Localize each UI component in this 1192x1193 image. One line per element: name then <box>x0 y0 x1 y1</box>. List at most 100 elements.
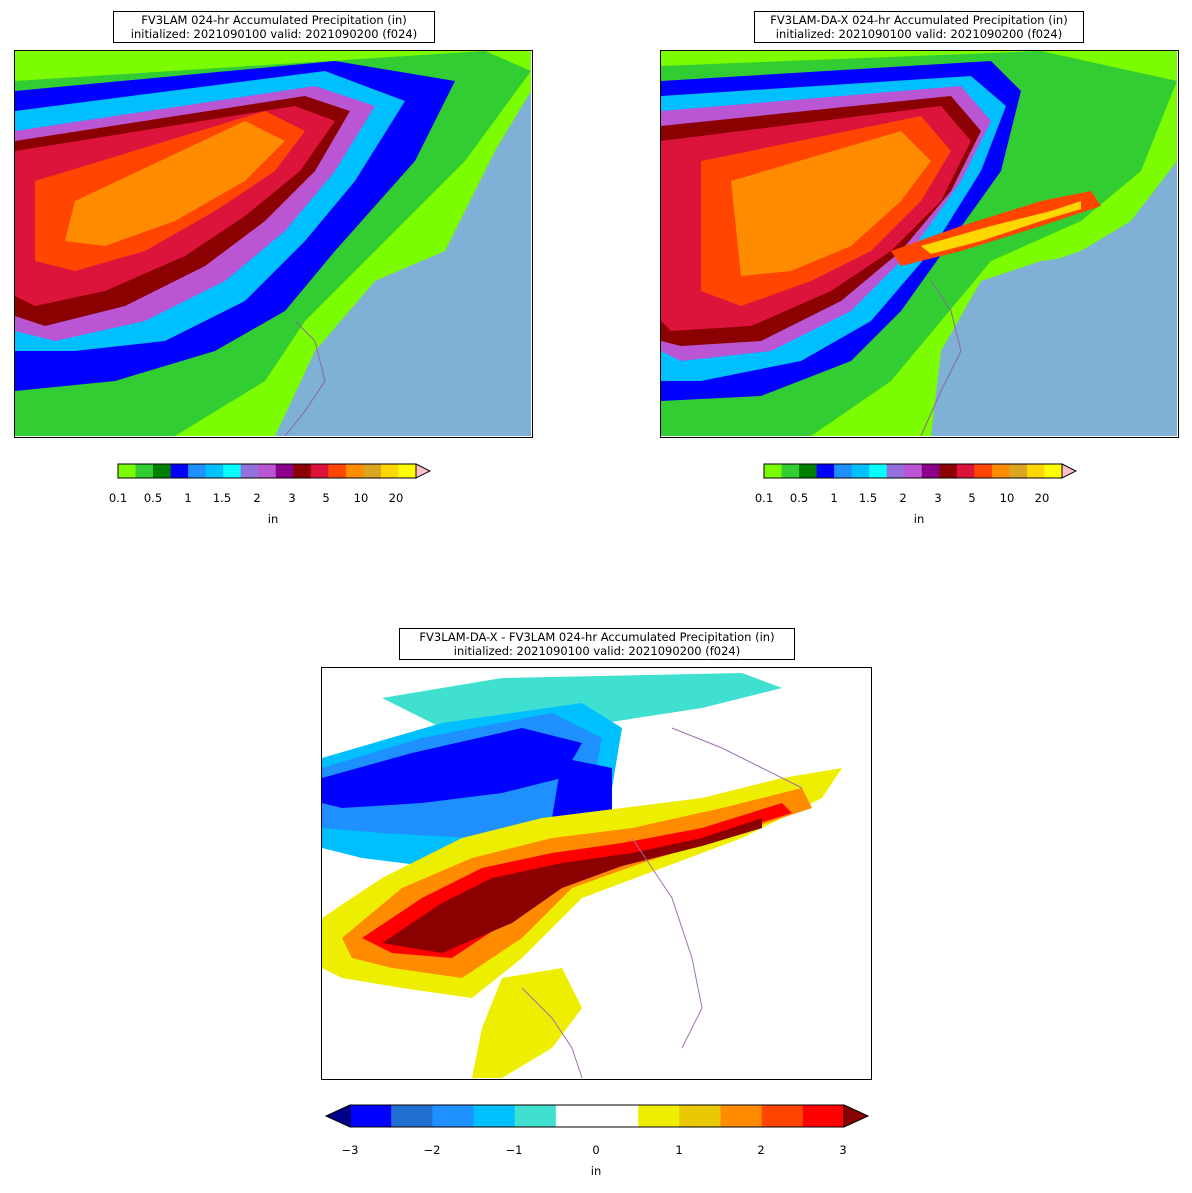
colorbar-segment <box>205 464 224 478</box>
panel1-unit-label: in <box>267 512 279 526</box>
colorbar-segment <box>391 1105 433 1127</box>
colorbar-segment <box>869 464 888 478</box>
diff-region-plus1-south <box>472 968 582 1078</box>
panel3-map <box>321 667 872 1080</box>
colorbar-segment <box>398 464 417 478</box>
tick-label: 10 <box>353 491 369 505</box>
colorbar-segment <box>781 464 800 478</box>
panel1-title-line2: initialized: 2021090100 valid: 202109020… <box>130 27 418 41</box>
colorbar-segment <box>170 464 189 478</box>
panel1-title-line1: FV3LAM 024-hr Accumulated Precipitation … <box>141 13 407 27</box>
ocean-inlet <box>295 251 485 436</box>
colorbar-segment <box>816 464 835 478</box>
tick-label: 2 <box>757 1143 765 1157</box>
panel1-map <box>14 50 533 438</box>
colorbar-segment <box>473 1105 516 1127</box>
colorbar-segment <box>679 1105 721 1127</box>
tick-label: 3 <box>288 491 296 505</box>
panel2-title-line2: initialized: 2021090100 valid: 202109020… <box>775 27 1063 41</box>
colorbar-segment <box>363 464 382 478</box>
tick-label: 1 <box>184 491 192 505</box>
tick-label: 3 <box>839 1143 847 1157</box>
tick-label: 5 <box>322 491 330 505</box>
colorbar-segment <box>638 1105 680 1127</box>
colorbar-segment <box>350 1105 392 1127</box>
colorbar-extend-max <box>843 1104 870 1128</box>
tick-label: 5 <box>968 491 976 505</box>
colorbar-segment <box>328 464 347 478</box>
coastline-south <box>521 987 583 1078</box>
colorbar-segment <box>851 464 870 478</box>
colorbar-segment <box>1026 464 1045 478</box>
diff-region-minus2-5 <box>322 728 582 808</box>
tick-label: 1.5 <box>858 491 878 505</box>
panel2-map-svg <box>661 51 1177 436</box>
colorbar-segment <box>118 464 137 478</box>
colorbar-outline <box>763 463 1063 479</box>
panel1-map-svg <box>15 51 531 436</box>
tick-label: 0.5 <box>789 491 809 505</box>
tick-label: −3 <box>341 1143 359 1157</box>
coastline <box>631 727 803 1049</box>
colorbar-segment <box>991 464 1010 478</box>
colorbar-segment <box>293 464 312 478</box>
colorbar-segment <box>135 464 154 478</box>
colorbar-segment <box>1009 464 1028 478</box>
panel2-map <box>660 50 1179 438</box>
colorbar-segment <box>939 464 958 478</box>
tick-label: 2 <box>253 491 261 505</box>
panel1-colorbar-svg <box>117 463 432 479</box>
panel2-unit-label: in <box>913 512 925 526</box>
panel3-title: FV3LAM-DA-X - FV3LAM 024-hr Accumulated … <box>399 628 795 660</box>
tick-label: 0.1 <box>754 491 774 505</box>
colorbar-outline <box>349 1104 845 1128</box>
colorbar-segment <box>240 464 259 478</box>
colorbar-segment <box>223 464 242 478</box>
panel2-colorbar <box>763 462 1078 480</box>
colorbar-segment <box>761 1105 804 1127</box>
panel1-colorbar <box>117 462 432 480</box>
colorbar-extend-min <box>324 1104 351 1128</box>
colorbar-segment <box>799 464 818 478</box>
rain-region-9 <box>731 131 931 276</box>
colorbar-segment <box>258 464 277 478</box>
colorbar-segment <box>275 464 294 478</box>
colorbar-segment <box>921 464 940 478</box>
colorbar-segment <box>310 464 329 478</box>
panel2-colorbar-svg <box>763 463 1078 479</box>
panel3-title-line2: initialized: 2021090100 valid: 202109020… <box>453 644 741 658</box>
coastline <box>284 320 326 436</box>
tick-label: 2 <box>899 491 907 505</box>
tick-label: 20 <box>1034 491 1050 505</box>
tick-label: 20 <box>388 491 404 505</box>
colorbar-segment <box>956 464 975 478</box>
panel3-colorbar-svg <box>324 1104 870 1128</box>
ocean-inlet <box>931 251 1151 436</box>
colorbar-segment <box>720 1105 763 1127</box>
panel2-title: FV3LAM-DA-X 024-hr Accumulated Precipita… <box>754 11 1084 43</box>
colorbar-segment <box>380 464 399 478</box>
tick-label: 0.5 <box>143 491 163 505</box>
colorbar-segment <box>1044 464 1063 478</box>
colorbar-segment <box>555 1105 598 1127</box>
tick-label: 0.1 <box>108 491 128 505</box>
colorbar-segment <box>802 1105 845 1127</box>
diff-region-minus1 <box>382 673 782 728</box>
colorbar-outline <box>117 463 417 479</box>
panel2-title-line1: FV3LAM-DA-X 024-hr Accumulated Precipita… <box>770 13 1068 27</box>
panel3-colorbar <box>324 1104 870 1128</box>
tick-label: 1 <box>830 491 838 505</box>
tick-label: 1.5 <box>212 491 232 505</box>
colorbar-extend-max <box>415 463 432 479</box>
panel3-title-line1: FV3LAM-DA-X - FV3LAM 024-hr Accumulated … <box>419 630 775 644</box>
diff-region-plus3 <box>382 818 762 953</box>
colorbar-segment <box>904 464 923 478</box>
rain-region-9 <box>65 121 285 246</box>
colorbar-extend-max <box>1061 463 1078 479</box>
panel1-title: FV3LAM 024-hr Accumulated Precipitation … <box>113 11 435 43</box>
tick-label: −1 <box>505 1143 523 1157</box>
colorbar-segment <box>834 464 853 478</box>
colorbar-segment <box>764 464 783 478</box>
coastline <box>920 280 962 436</box>
colorbar-segment <box>886 464 905 478</box>
